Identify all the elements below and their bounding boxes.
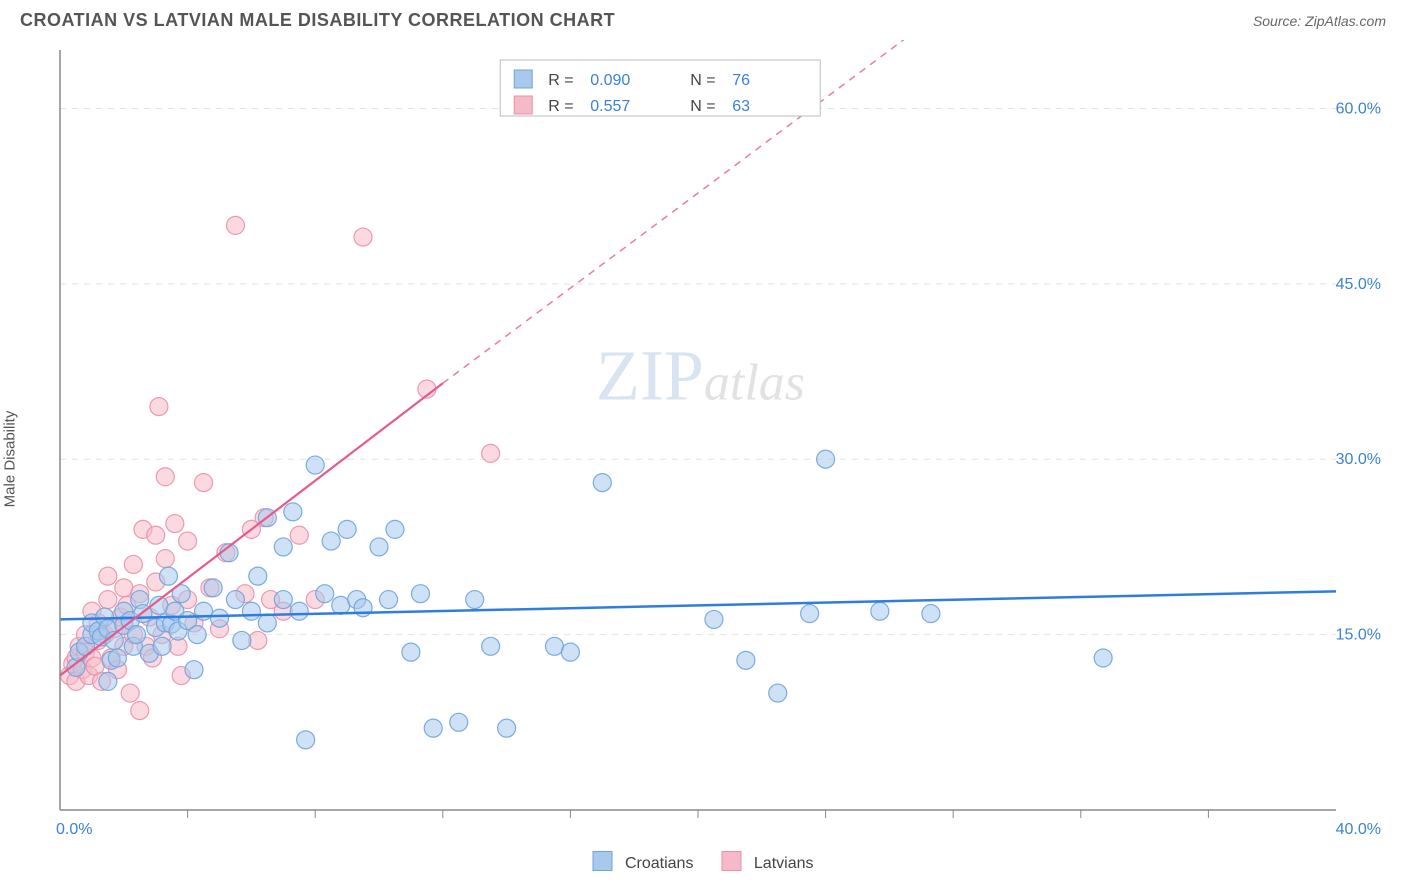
data-point <box>179 532 197 550</box>
svg-text:45.0%: 45.0% <box>1336 276 1381 293</box>
data-point <box>99 591 117 609</box>
data-point <box>249 567 267 585</box>
data-point <box>233 631 251 649</box>
data-point <box>159 567 177 585</box>
data-point <box>817 450 835 468</box>
data-point <box>332 596 350 614</box>
data-point <box>99 672 117 690</box>
svg-text:0.557: 0.557 <box>590 98 630 115</box>
data-point <box>297 731 315 749</box>
data-point <box>593 474 611 492</box>
data-point <box>153 637 171 655</box>
data-point <box>124 555 142 573</box>
data-point <box>450 713 468 731</box>
svg-text:76: 76 <box>732 72 750 89</box>
data-point <box>498 719 516 737</box>
chart-title: CROATIAN VS LATVIAN MALE DISABILITY CORR… <box>20 10 615 31</box>
data-point <box>226 216 244 234</box>
data-point <box>545 637 563 655</box>
data-point <box>211 609 229 627</box>
data-point <box>290 602 308 620</box>
svg-text:ZIPatlas: ZIPatlas <box>596 336 805 416</box>
data-point <box>156 468 174 486</box>
data-point <box>1094 649 1112 667</box>
y-axis-label: Male Disability <box>2 410 19 507</box>
data-point <box>131 702 149 720</box>
data-point <box>128 626 146 644</box>
swatch-croatians-icon <box>593 851 613 871</box>
svg-text:R =: R = <box>548 98 573 115</box>
data-point <box>274 591 292 609</box>
svg-text:0.0%: 0.0% <box>56 821 92 838</box>
data-point <box>284 503 302 521</box>
source-attribution: Source: ZipAtlas.com <box>1253 13 1386 29</box>
svg-text:N =: N = <box>690 72 715 89</box>
data-point <box>705 610 723 628</box>
data-point <box>242 602 260 620</box>
svg-text:40.0%: 40.0% <box>1336 821 1381 838</box>
svg-text:15.0%: 15.0% <box>1336 627 1381 644</box>
data-point <box>338 520 356 538</box>
legend-swatch-icon <box>514 70 532 88</box>
data-point <box>115 579 133 597</box>
data-point <box>482 444 500 462</box>
data-point <box>226 591 244 609</box>
data-point <box>290 526 308 544</box>
data-point <box>561 643 579 661</box>
data-point <box>274 538 292 556</box>
data-point <box>424 719 442 737</box>
data-point <box>306 456 324 474</box>
legend-swatch-icon <box>514 96 532 114</box>
svg-text:63: 63 <box>732 98 750 115</box>
legend-label-croatians: Croatians <box>625 855 693 872</box>
data-point <box>411 585 429 603</box>
data-point <box>121 684 139 702</box>
data-point <box>99 567 117 585</box>
data-point <box>801 605 819 623</box>
data-point <box>204 579 222 597</box>
data-point <box>108 649 126 667</box>
legend-item-croatians: Croatians <box>593 851 694 873</box>
bottom-legend: Croatians Latvians <box>593 851 814 873</box>
data-point <box>482 637 500 655</box>
data-point <box>380 591 398 609</box>
legend-item-latvians: Latvians <box>721 851 813 873</box>
swatch-latvians-icon <box>721 851 741 871</box>
data-point <box>370 538 388 556</box>
data-point <box>195 474 213 492</box>
svg-text:N =: N = <box>690 98 715 115</box>
data-point <box>871 602 889 620</box>
data-point <box>737 651 755 669</box>
data-point <box>185 661 203 679</box>
scatter-chart: 15.0% 30.0% 45.0% 60.0% ZIPatlas 0.0% 40.0% R =… <box>20 40 1386 860</box>
svg-text:60.0%: 60.0% <box>1336 100 1381 117</box>
svg-text:R =: R = <box>548 72 573 89</box>
data-point <box>386 520 404 538</box>
data-point <box>316 585 334 603</box>
data-point <box>402 643 420 661</box>
data-point <box>166 515 184 533</box>
data-point <box>922 605 940 623</box>
data-point <box>147 526 165 544</box>
data-point <box>769 684 787 702</box>
legend-label-latvians: Latvians <box>754 855 814 872</box>
data-point <box>156 550 174 568</box>
data-point <box>354 228 372 246</box>
data-point <box>150 398 168 416</box>
data-point <box>258 614 276 632</box>
svg-text:30.0%: 30.0% <box>1336 451 1381 468</box>
data-point <box>466 591 484 609</box>
svg-text:0.090: 0.090 <box>590 72 630 89</box>
data-point <box>322 532 340 550</box>
data-point <box>249 631 267 649</box>
chart-container: Male Disability 15.0%30.0%45.0%60.0%ZIPa… <box>20 40 1386 877</box>
data-point <box>188 626 206 644</box>
